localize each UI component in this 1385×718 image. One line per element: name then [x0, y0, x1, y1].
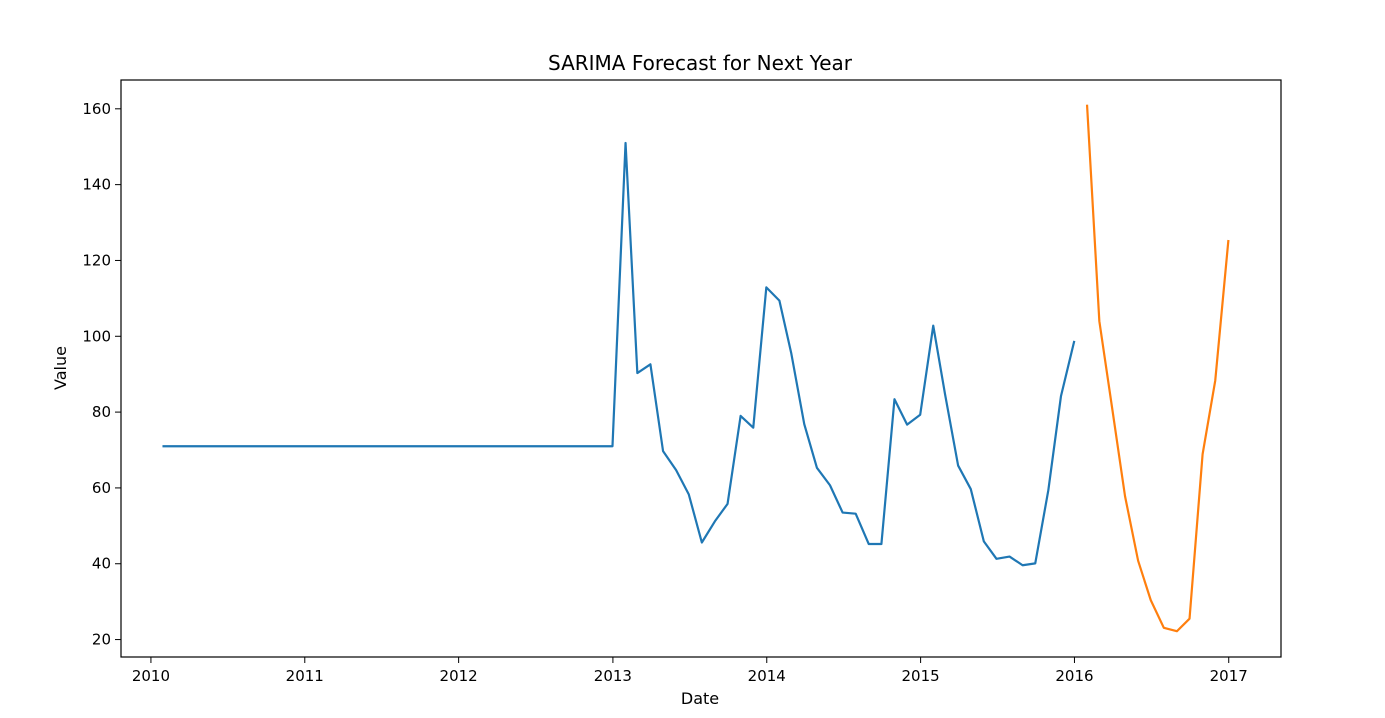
plot-frame — [120, 79, 1282, 658]
y-tick-label-5: 120 — [82, 251, 111, 269]
x-tick-label-4: 2014 — [748, 667, 786, 685]
x-tick-label-5: 2015 — [902, 667, 940, 685]
series-line-1 — [1085, 104, 1230, 633]
x-tick-label-7: 2017 — [1210, 667, 1248, 685]
y-tick-label-0: 20 — [92, 631, 111, 649]
y-tick-label-6: 140 — [82, 176, 111, 194]
y-tick-label-7: 160 — [82, 100, 111, 118]
y-tick-label-3: 80 — [92, 403, 111, 421]
y-axis: 20 40 60 80 100 120 140 160 — [82, 100, 121, 649]
y-axis-title: Value — [51, 346, 70, 390]
x-axis-title: Date — [681, 689, 719, 708]
x-axis: 2010 2011 2012 2013 2014 2015 2016 2017 — [132, 657, 1248, 685]
x-tick-label-3: 2013 — [594, 667, 632, 685]
series-line-0 — [162, 141, 1076, 567]
x-tick-label-2: 2012 — [440, 667, 478, 685]
chart-title: SARIMA Forecast for Next Year — [548, 51, 853, 75]
y-tick-label-4: 100 — [82, 327, 111, 345]
series-layer — [162, 104, 1230, 633]
x-tick-label-6: 2016 — [1055, 667, 1093, 685]
y-tick-label-1: 40 — [92, 555, 111, 573]
y-tick-label-2: 60 — [92, 479, 111, 497]
x-tick-label-0: 2010 — [132, 667, 170, 685]
x-tick-label-1: 2011 — [286, 667, 324, 685]
